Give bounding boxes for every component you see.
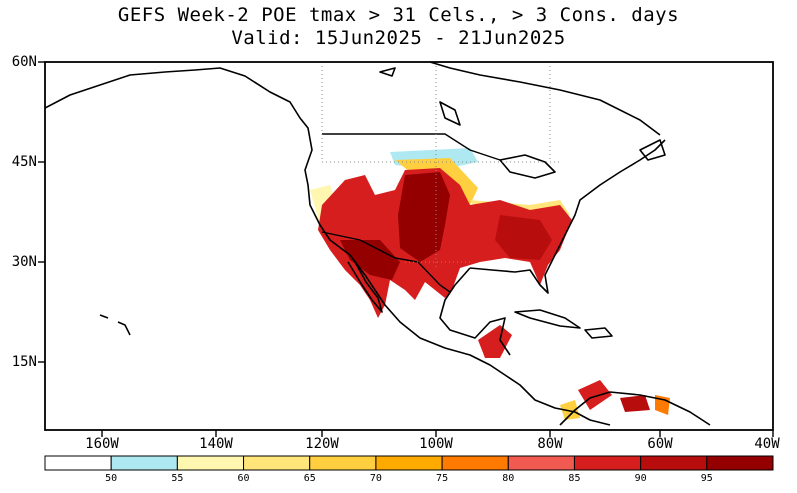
lon-label: 100W [419,436,453,452]
mexico-gulf-coast [439,267,511,356]
colorbar-label: 95 [700,473,713,484]
colorbar-label: 85 [568,473,581,484]
lat-label: 30N [11,254,37,270]
shading-highest [340,240,400,280]
colorbar-swatch [44,455,112,471]
shading-high [620,395,650,412]
colorbar-label: 70 [369,473,382,484]
colorbar-swatch [375,455,443,471]
graticule [321,62,560,270]
colorbar-swatch [507,455,575,471]
colorbar-label: 55 [171,473,184,484]
probability-shading [310,148,670,420]
lat-label: 45N [11,154,37,170]
hispaniola [584,327,613,339]
colorbar-swatch [573,455,642,471]
colorbar-swatch [640,455,708,471]
colorbar-swatch [243,455,311,471]
south-america-coast [559,391,711,426]
hawaii [99,314,131,336]
lat-label: 60N [11,54,37,70]
lat-label: 15N [11,354,37,370]
lon-label: 40W [754,436,780,452]
colorbar-label: 65 [303,473,316,484]
baja-california [347,261,383,313]
lon-label: 80W [537,436,563,452]
gulf-of-mexico-coast [469,139,666,294]
colorbar-swatch [309,455,377,471]
arctic-coast [429,62,661,136]
political-borders [321,133,501,293]
colorbar-swatch [706,455,774,471]
newfoundland [639,139,666,161]
lon-label: 60W [647,436,673,452]
shading-highest [495,215,552,260]
colorbar-label: 60 [237,473,250,484]
colorbar-label: 90 [634,473,647,484]
lon-label: 160W [85,436,119,452]
us-mexico-border [321,231,451,293]
shading-highest [398,172,450,262]
lon-label: 120W [305,436,339,452]
map-frame [44,61,774,431]
shading-high [478,325,512,358]
great-lakes [499,154,556,179]
chart-subtitle: Valid: 15Jun2025 - 21Jun2025 [231,27,566,49]
shading-high [578,380,612,410]
colorbar-label: 75 [436,473,449,484]
colorbar-label: 80 [502,473,515,484]
hudson-bay-islands [379,67,461,126]
cuba [514,309,581,329]
colorbar-label: 50 [105,473,118,484]
us-canada-border [322,133,501,161]
axis-ticks [38,61,774,437]
colorbar [44,455,774,471]
colorbar-swatch [441,455,509,471]
map-content [45,62,711,426]
lon-label: 140W [199,436,233,452]
chart-title: GEFS Week-2 POE tmax > 31 Cels., > 3 Con… [117,4,680,26]
shading-high [318,168,572,318]
colorbar-swatch [176,455,245,471]
colorbar-swatch [110,455,178,471]
shading-mid [560,400,580,420]
coastlines [45,62,711,426]
